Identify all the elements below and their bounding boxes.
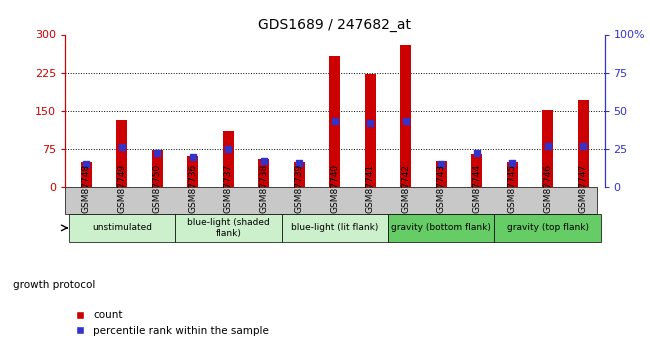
Text: GSM87744: GSM87744 bbox=[472, 164, 481, 213]
Text: GSM87745: GSM87745 bbox=[508, 164, 517, 213]
Text: GSM87749: GSM87749 bbox=[117, 164, 126, 213]
Bar bbox=[259, 159, 269, 187]
Bar bbox=[578, 100, 588, 187]
Bar bbox=[507, 161, 517, 187]
Text: GSM87739: GSM87739 bbox=[294, 164, 304, 213]
Text: GSM87736: GSM87736 bbox=[188, 164, 198, 213]
Bar bbox=[330, 56, 340, 187]
Point bbox=[294, 160, 304, 165]
Text: blue-light (lit flank): blue-light (lit flank) bbox=[291, 223, 378, 233]
Point bbox=[436, 161, 447, 167]
Point bbox=[471, 151, 482, 156]
Bar bbox=[400, 45, 411, 187]
Point bbox=[330, 119, 340, 124]
Point bbox=[365, 120, 376, 126]
Text: gravity (bottom flank): gravity (bottom flank) bbox=[391, 223, 491, 233]
FancyBboxPatch shape bbox=[281, 214, 388, 242]
Text: growth protocol: growth protocol bbox=[13, 280, 96, 289]
Point bbox=[543, 143, 553, 149]
Text: GSM87740: GSM87740 bbox=[330, 164, 339, 213]
FancyBboxPatch shape bbox=[388, 214, 495, 242]
Point bbox=[259, 158, 269, 164]
Text: gravity (top flank): gravity (top flank) bbox=[507, 223, 589, 233]
FancyBboxPatch shape bbox=[495, 214, 601, 242]
Point bbox=[578, 143, 588, 149]
Text: GSM87737: GSM87737 bbox=[224, 164, 233, 213]
Text: GSM87743: GSM87743 bbox=[437, 164, 446, 213]
Text: GSM87747: GSM87747 bbox=[578, 164, 588, 213]
Bar bbox=[542, 110, 553, 187]
Bar bbox=[81, 161, 92, 187]
Bar bbox=[365, 74, 376, 187]
Text: unstimulated: unstimulated bbox=[92, 223, 152, 233]
Point bbox=[116, 145, 127, 150]
Point bbox=[152, 151, 162, 156]
Title: GDS1689 / 247682_at: GDS1689 / 247682_at bbox=[258, 18, 411, 32]
Bar bbox=[152, 150, 162, 187]
Bar bbox=[187, 156, 198, 187]
FancyBboxPatch shape bbox=[68, 214, 175, 242]
Text: GSM87738: GSM87738 bbox=[259, 164, 268, 213]
FancyBboxPatch shape bbox=[175, 214, 281, 242]
Point bbox=[400, 119, 411, 124]
Text: blue-light (shaded
flank): blue-light (shaded flank) bbox=[187, 218, 270, 238]
Legend: count, percentile rank within the sample: count, percentile rank within the sample bbox=[70, 306, 273, 340]
Text: GSM87741: GSM87741 bbox=[366, 164, 375, 213]
Bar bbox=[471, 154, 482, 187]
Point bbox=[223, 146, 233, 152]
Bar bbox=[223, 131, 233, 187]
Bar bbox=[436, 160, 447, 187]
Point bbox=[188, 154, 198, 159]
Text: GSM87750: GSM87750 bbox=[153, 164, 162, 213]
Text: GSM87746: GSM87746 bbox=[543, 164, 552, 213]
Bar bbox=[116, 120, 127, 187]
Point bbox=[81, 161, 92, 167]
Text: GSM87748: GSM87748 bbox=[82, 164, 91, 213]
Point bbox=[507, 160, 517, 165]
Bar bbox=[294, 161, 305, 187]
FancyBboxPatch shape bbox=[65, 187, 597, 214]
Text: GSM87742: GSM87742 bbox=[401, 164, 410, 213]
